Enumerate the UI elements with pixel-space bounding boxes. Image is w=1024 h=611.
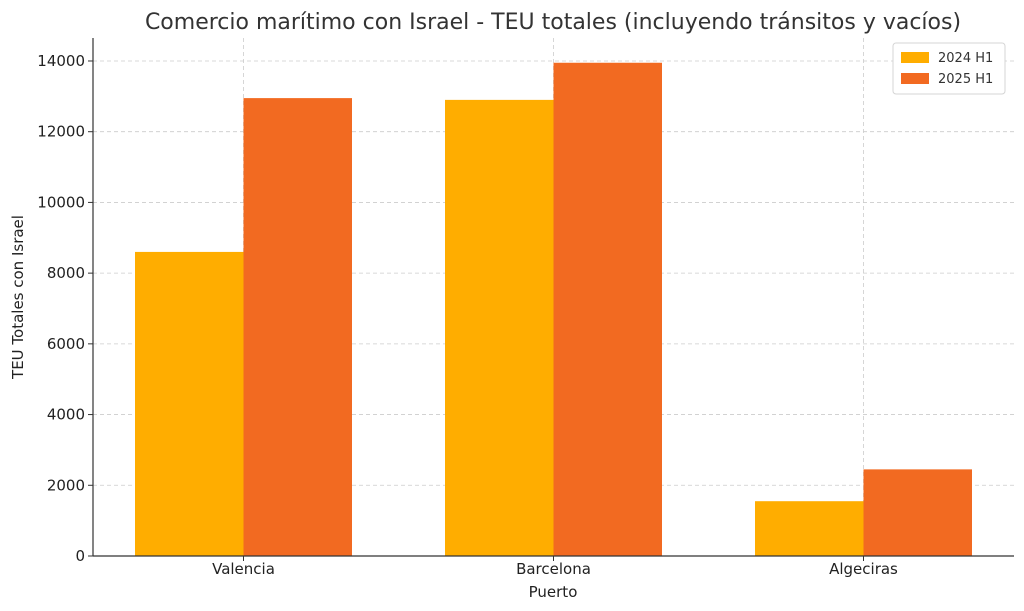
bar-valencia-2024-h1 [135,251,244,556]
legend-swatch [901,52,929,63]
x-axis-label: Puerto [529,583,578,601]
bar-barcelona-2025-h1 [553,62,662,556]
bar-algeciras-2024-h1 [755,501,864,556]
legend-label: 2024 H1 [938,51,993,66]
x-tick-label: Barcelona [516,560,591,578]
bar-valencia-2025-h1 [243,98,352,556]
bar-barcelona-2024-h1 [445,99,554,556]
y-tick-label: 10000 [37,193,85,211]
bar-algeciras-2025-h1 [863,469,972,556]
legend: 2024 H1 2025 H1 [892,42,1006,95]
y-axis-label: TEU Totales con Israel [9,215,27,380]
y-tick-label: 12000 [37,123,85,141]
y-tick-label: 2000 [47,476,85,494]
chart-title: Comercio marítimo con Israel - TEU total… [145,10,961,35]
y-tick-label: 0 [75,547,85,565]
y-tick-label: 14000 [37,52,85,70]
y-tick-label: 6000 [47,335,85,353]
x-tick-label: Valencia [212,560,275,578]
legend-swatch [901,73,929,84]
ticks: 0 2000 4000 6000 8000 10000 12000 14000 Valencia… [37,52,898,578]
x-tick-label: Algeciras [829,560,898,578]
y-tick-label: 4000 [47,406,85,424]
y-tick-label: 8000 [47,264,85,282]
legend-label: 2025 H1 [938,72,993,87]
bars [135,62,972,556]
